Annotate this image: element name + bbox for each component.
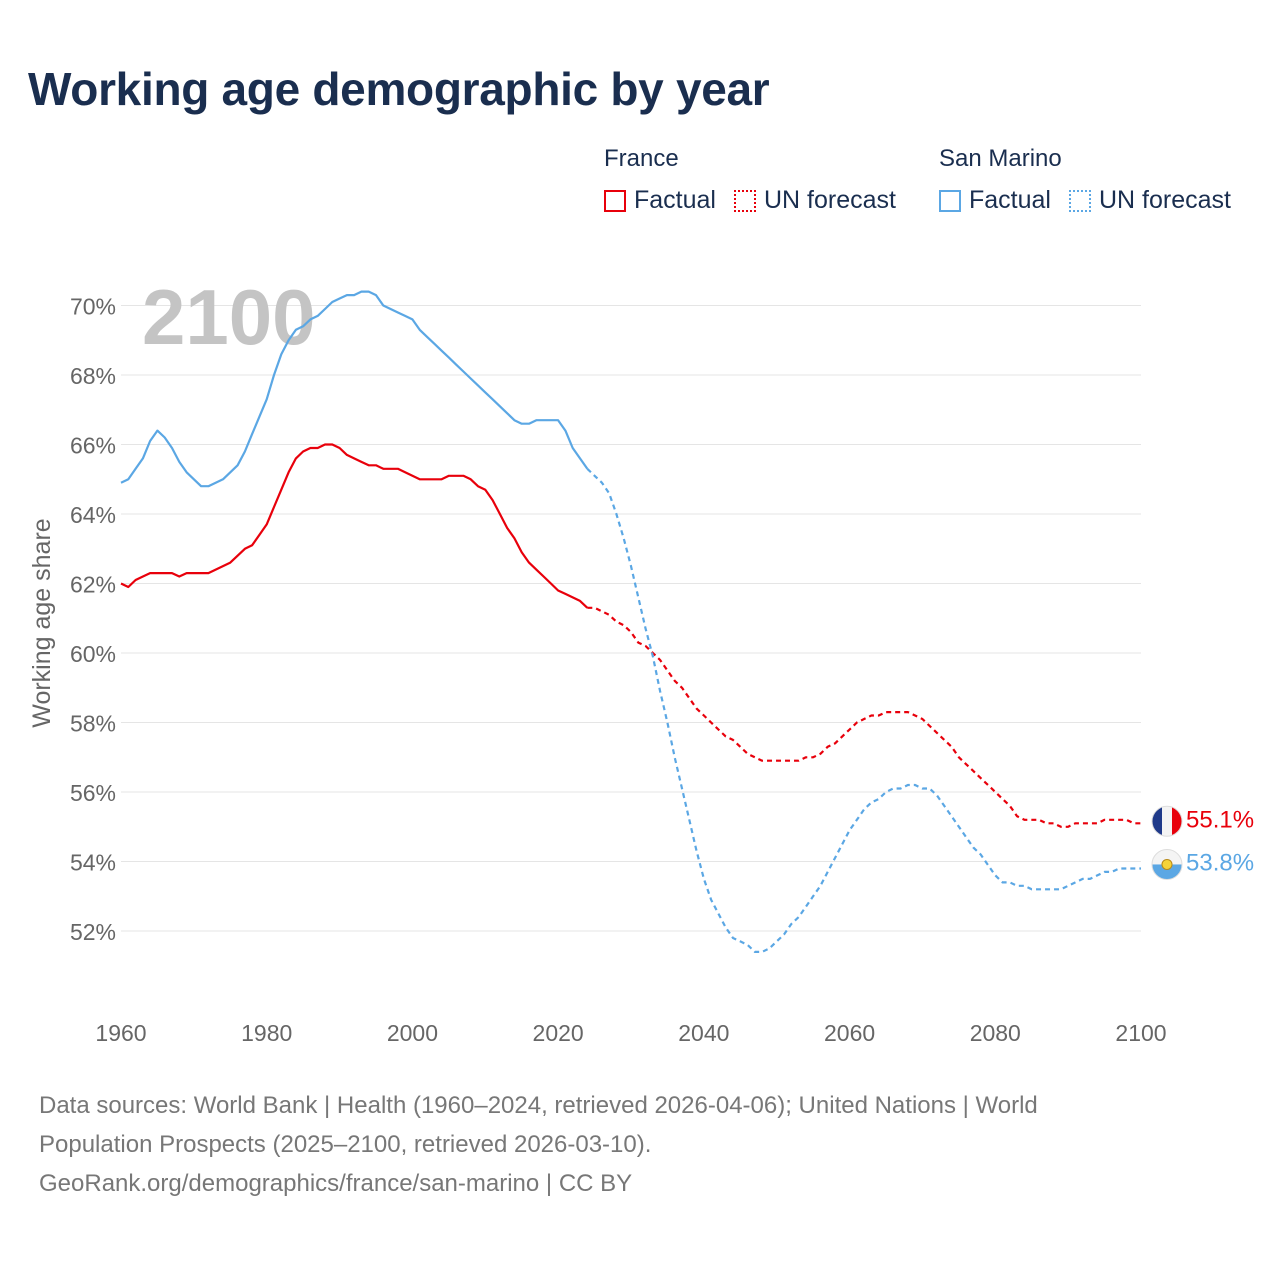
series-line-san-marino-forecast	[586, 468, 1141, 953]
y-tick-label: 68%	[70, 363, 116, 389]
x-tick-label: 2080	[970, 1020, 1021, 1046]
series-line-france-forecast	[587, 606, 1141, 828]
legend-group-name: France	[604, 145, 679, 172]
x-tick-label: 2100	[1115, 1020, 1166, 1046]
source-line-1: Data sources: World Bank | Health (1960–…	[39, 1092, 1038, 1119]
legend-label: UN forecast	[763, 186, 896, 214]
year-watermark: 2100	[142, 273, 316, 361]
legend-group-name: San Marino	[939, 145, 1062, 172]
y-tick-label: 56%	[70, 780, 116, 806]
line-chart: 2100 52% 54% 56% 58% 60% 62% 64% 66% 68% 70% 1960…	[28, 273, 1254, 1046]
legend-label: UN forecast	[1098, 186, 1231, 214]
y-tick-label: 60%	[70, 641, 116, 667]
legend-group-france: France Factual UN forecast	[604, 144, 914, 215]
series-layer	[120, 290, 1141, 953]
legend-swatch-dotted	[733, 189, 756, 212]
y-tick-label: 66%	[70, 433, 116, 459]
x-tick-label: 2020	[533, 1020, 584, 1046]
y-tick-label: 54%	[70, 850, 116, 876]
series-line-france-factual	[120, 443, 589, 609]
legend-swatch-dotted	[1068, 189, 1091, 212]
y-tick-label: 70%	[70, 294, 116, 320]
y-axis-label: Working age share	[28, 518, 56, 727]
y-axis: 52% 54% 56% 58% 60% 62% 64% 66% 68% 70%	[70, 294, 116, 946]
legend-swatch-solid	[604, 189, 626, 212]
y-tick-label: 52%	[70, 919, 116, 945]
x-tick-label: 2060	[824, 1020, 875, 1046]
y-tick-label: 64%	[70, 502, 116, 528]
legend-group-san-marino: San Marino Factual UN forecast	[939, 144, 1249, 215]
legend-label: Factual	[969, 186, 1051, 214]
chart-title: Working age demographic by year	[28, 63, 770, 115]
x-tick-label: 1980	[241, 1020, 292, 1046]
x-axis: 1960 1980 2000 2020 2040 2060 2080 2100	[95, 1020, 1166, 1046]
grid-lines	[121, 305, 1141, 932]
source-line-3[interactable]: GeoRank.org/demographics/france/san-mari…	[39, 1170, 633, 1197]
legend-item-france-factual[interactable]: Factual	[604, 186, 716, 215]
source-line-2: Population Prospects (2025–2100, retriev…	[39, 1131, 652, 1158]
end-markers: 55.1% 53.8%	[1151, 805, 1254, 880]
legend-item-san-marino-factual[interactable]: Factual	[939, 186, 1051, 215]
y-tick-label: 62%	[70, 572, 116, 598]
x-tick-label: 2000	[387, 1020, 438, 1046]
legend-item-san-marino-forecast[interactable]: UN forecast	[1068, 186, 1231, 215]
france-flag-icon	[1151, 805, 1183, 837]
legend-label: Factual	[634, 186, 716, 214]
legend-item-france-forecast[interactable]: UN forecast	[733, 186, 896, 215]
end-value-label: 55.1%	[1186, 806, 1254, 833]
series-line-san-marino-factual	[120, 290, 589, 488]
legend-swatch-solid	[939, 189, 961, 212]
san-marino-flag-icon	[1151, 848, 1183, 880]
y-tick-label: 58%	[70, 711, 116, 737]
x-tick-label: 2040	[678, 1020, 729, 1046]
source-note: Data sources: World Bank | Health (1960–…	[39, 1086, 1219, 1203]
end-value-label: 53.8%	[1186, 849, 1254, 876]
x-tick-label: 1960	[95, 1020, 146, 1046]
